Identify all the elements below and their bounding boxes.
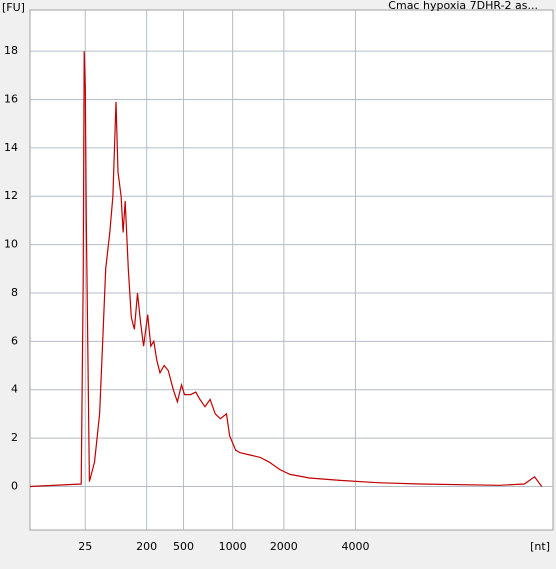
y-tick-label: 10 <box>4 238 18 251</box>
x-tick-label: 4000 <box>341 540 369 553</box>
x-tick-label: 2000 <box>270 540 298 553</box>
data-line <box>29 51 543 488</box>
x-axis-label: [nt] <box>530 540 550 553</box>
y-axis-label: [FU] <box>2 1 25 14</box>
x-tick-label: 500 <box>173 540 194 553</box>
chart-title: Cmac hypoxia 7DHR-2 as... <box>388 0 538 12</box>
plot-area <box>29 9 554 531</box>
x-tick-label: 200 <box>136 540 157 553</box>
y-tick-label: 18 <box>4 44 18 57</box>
y-tick-label: 12 <box>4 189 18 202</box>
y-tick-label: 4 <box>11 383 18 396</box>
y-tick-label: 14 <box>4 141 18 154</box>
y-tick-label: 6 <box>11 334 18 347</box>
y-tick-label: 2 <box>11 431 18 444</box>
y-tick-label: 16 <box>4 92 18 105</box>
y-tick-label: 0 <box>11 479 18 492</box>
x-tick-label: 1000 <box>219 540 247 553</box>
y-tick-label: 8 <box>11 286 18 299</box>
x-tick-label: 25 <box>78 540 92 553</box>
